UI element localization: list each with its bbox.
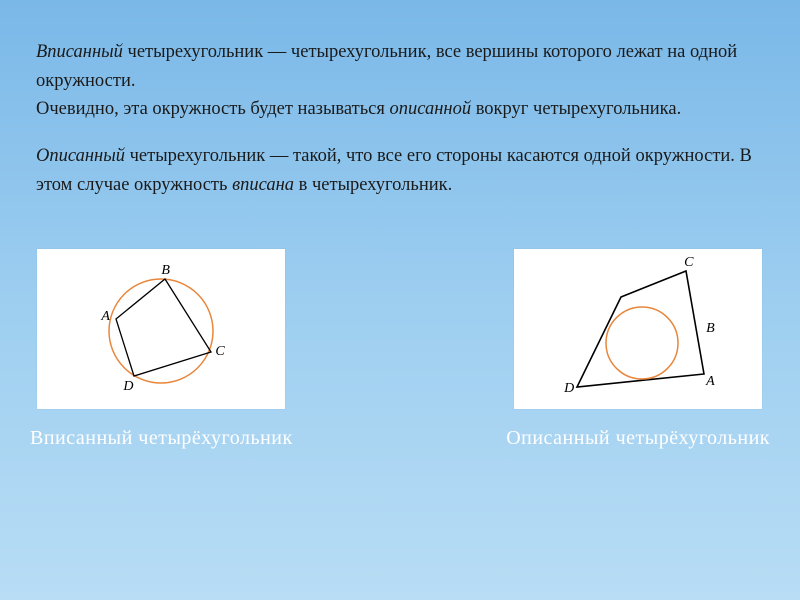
vertex-C: C <box>215 344 224 360</box>
figure-circumscribed: A B C D Описанный четырёхугольник <box>506 249 770 450</box>
inscribed-circle <box>606 307 678 379</box>
term-inscribed-circle: вписана <box>232 175 294 195</box>
vertex-A2: A <box>706 374 715 390</box>
p1-rest: четырехугольник — четырехугольник, все в… <box>36 42 737 91</box>
figure-circumscribed-canvas: A B C D <box>514 249 762 409</box>
term-inscribed: Вписанный <box>36 42 123 62</box>
vertex-D2: D <box>564 381 574 397</box>
vertex-C2: C <box>684 255 693 271</box>
term-circumscribed: Описанный <box>36 146 125 166</box>
text-block: Вписанный четырехугольник — четырехуголь… <box>0 0 800 237</box>
paragraph-inscribed: Вписанный четырехугольник — четырехуголь… <box>36 38 764 124</box>
p2-pre: Очевидно, эта окружность будет называтьс… <box>36 99 389 119</box>
caption-circumscribed: Описанный четырёхугольник <box>506 427 770 450</box>
figure-inscribed-canvas: A B C D <box>37 249 285 409</box>
vertex-B: B <box>161 263 170 279</box>
p2-rest: вокруг четырехугольника. <box>471 99 681 119</box>
circumscribed-quadrilateral <box>577 271 704 387</box>
figures-row: A B C D Вписанный четырёхугольник A B C … <box>0 237 800 450</box>
term-circumscribed-adj: описанной <box>389 99 471 119</box>
circumscribed-svg <box>514 249 762 409</box>
figure-inscribed: A B C D Вписанный четырёхугольник <box>30 249 293 450</box>
vertex-A: A <box>101 309 110 325</box>
p3-rest: в четырехугольник. <box>294 175 452 195</box>
paragraph-circumscribed: Описанный четырехугольник — такой, что в… <box>36 142 764 199</box>
caption-inscribed: Вписанный четырёхугольник <box>30 427 293 450</box>
vertex-D: D <box>123 379 133 395</box>
vertex-B2: B <box>706 321 715 337</box>
